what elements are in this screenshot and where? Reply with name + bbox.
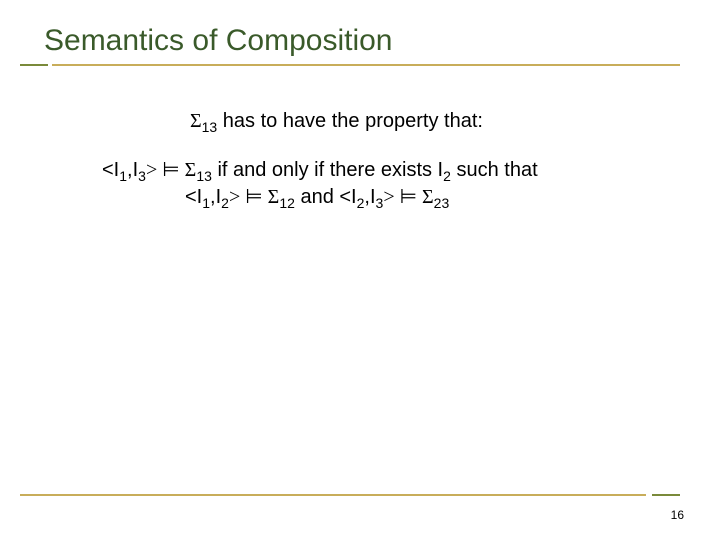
sigma-subscript: 13: [202, 119, 218, 135]
condition-line-2: <I1,I2> ⊨ Σ12 and <I2,I3> ⊨ Σ23: [185, 184, 680, 211]
slide: Semantics of Composition Σ13 has to have…: [0, 0, 720, 540]
page-number: 16: [671, 508, 684, 522]
title-area: Semantics of Composition: [40, 24, 680, 66]
premise-text: has to have the property that:: [217, 110, 483, 132]
premise-line: Σ13 has to have the property that:: [190, 108, 680, 135]
title-underline: [0, 64, 720, 66]
footer-rule-main: [20, 494, 646, 496]
condition-line-1: <I1,I3> ⊨ Σ13 if and only if there exist…: [102, 157, 680, 184]
slide-body: Σ13 has to have the property that: <I1,I…: [40, 108, 680, 211]
title-underline-main: [52, 64, 680, 66]
sigma-symbol: Σ: [190, 110, 202, 132]
footer-rule: [20, 494, 680, 496]
title-underline-accent: [20, 64, 48, 66]
footer-rule-accent: [652, 494, 680, 496]
slide-title: Semantics of Composition: [40, 24, 680, 58]
